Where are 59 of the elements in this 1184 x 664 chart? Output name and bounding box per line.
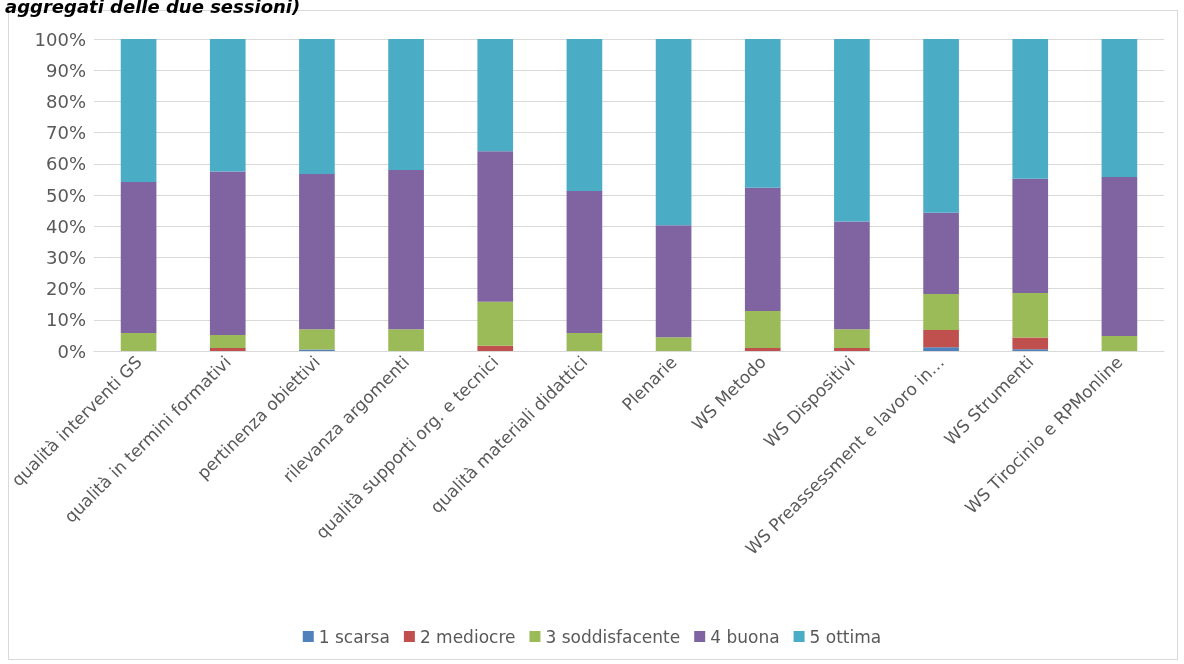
bar xyxy=(566,39,603,191)
bar xyxy=(477,345,514,351)
bar xyxy=(388,39,424,171)
bar xyxy=(566,190,603,333)
bar xyxy=(299,39,335,175)
bar xyxy=(209,39,246,172)
bar xyxy=(834,221,870,330)
bar xyxy=(744,311,781,348)
bar xyxy=(834,347,870,351)
y-tick-label: 40% xyxy=(45,215,86,237)
bar xyxy=(923,347,959,351)
bar xyxy=(1012,39,1049,179)
bar xyxy=(923,330,959,348)
legend-label: 1 scarsa xyxy=(318,626,390,647)
bar xyxy=(209,335,246,348)
y-tick-label: 10% xyxy=(45,309,86,331)
bar xyxy=(744,347,781,351)
bar xyxy=(120,181,157,333)
legend-label: 2 mediocre xyxy=(419,626,516,647)
bar xyxy=(923,293,959,331)
y-tick-label: 90% xyxy=(45,59,86,81)
bar xyxy=(1012,337,1049,350)
y-tick-label: 20% xyxy=(45,278,86,300)
bar xyxy=(655,39,692,226)
bar xyxy=(834,329,870,348)
legend-label: 3 soddisfacente xyxy=(545,626,681,647)
bar xyxy=(388,329,424,351)
bar xyxy=(744,39,781,188)
bar xyxy=(120,332,157,351)
bar xyxy=(744,187,781,312)
bar xyxy=(834,39,870,222)
y-tick-label: 100% xyxy=(34,28,86,50)
bar xyxy=(923,39,959,213)
y-tick-label: 30% xyxy=(45,246,86,268)
y-tick-label: 0% xyxy=(57,340,86,362)
bar xyxy=(299,174,335,330)
bar xyxy=(1012,178,1049,293)
bar xyxy=(1101,336,1138,351)
y-tick-label: 50% xyxy=(45,184,86,206)
bar xyxy=(388,170,424,330)
bar xyxy=(566,332,603,351)
y-tick-label: 70% xyxy=(45,122,86,144)
bar xyxy=(477,151,514,302)
bar xyxy=(923,212,959,294)
bar xyxy=(120,39,157,182)
bar xyxy=(209,347,246,351)
bar xyxy=(299,329,335,350)
bar xyxy=(1012,292,1049,338)
bar xyxy=(209,171,246,336)
y-tick-label: 60% xyxy=(45,153,86,175)
legend-label: 5 ottima xyxy=(809,626,882,647)
bar xyxy=(1101,176,1138,337)
bar xyxy=(655,225,692,338)
bar xyxy=(477,39,514,152)
bar xyxy=(477,301,514,346)
bar xyxy=(1101,39,1138,177)
bar xyxy=(655,337,692,351)
y-tick-label: 80% xyxy=(45,90,86,112)
legend-label: 4 buona xyxy=(710,626,780,647)
